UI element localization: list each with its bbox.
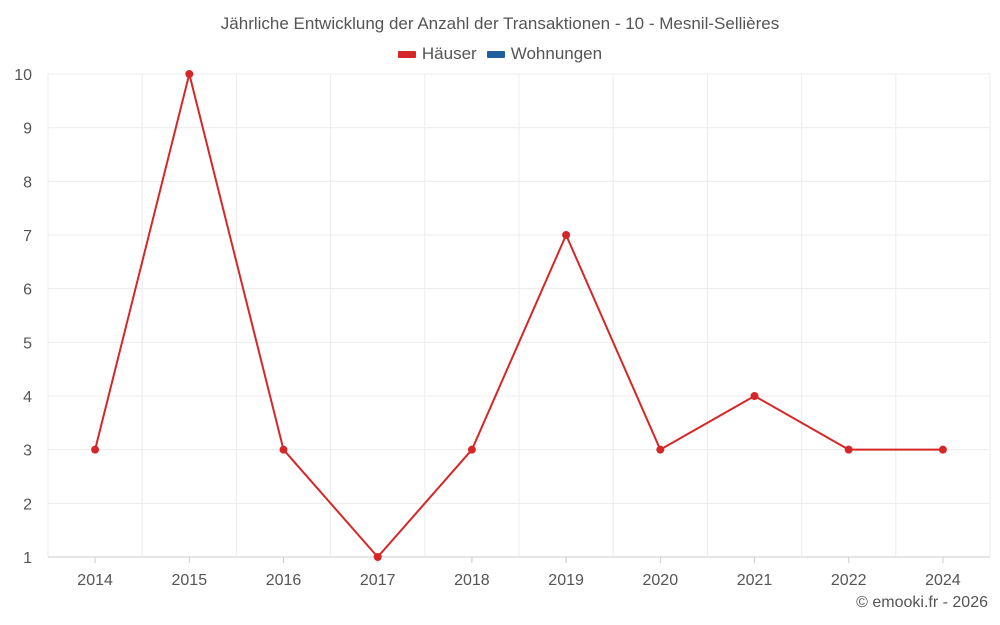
x-tick-label-2014: 2014	[77, 572, 113, 589]
x-tick-label-2021: 2021	[737, 572, 773, 589]
x-tick-label-2015: 2015	[172, 572, 208, 589]
data-point-haeuser-2015	[185, 70, 194, 78]
legend-swatch-haeuser	[397, 50, 416, 58]
data-point-haeuser-2020	[656, 445, 665, 454]
series-line-haeuser	[94, 73, 943, 558]
data-point-haeuser-2017	[373, 553, 382, 561]
legend-swatch-wohnungen	[486, 50, 505, 58]
legend-label-haeuser: Häuser	[421, 44, 477, 63]
x-tick-label-2018: 2018	[454, 572, 490, 589]
y-tick-label-10: 10	[14, 67, 32, 84]
y-tick-label-3: 3	[23, 443, 32, 460]
y-tick-label-9: 9	[23, 121, 32, 138]
copyright-text: © emooki.fr - 2026	[856, 594, 988, 611]
legend-item-haeuser[interactable]: Häuser	[397, 44, 477, 64]
legend: Häuser Wohnungen	[0, 44, 1000, 64]
chart-title: Jährliche Entwicklung der Anzahl der Tra…	[220, 14, 780, 33]
x-tick-label-2016: 2016	[266, 572, 302, 589]
y-tick-label-8: 8	[23, 174, 32, 191]
data-point-haeuser-2016	[279, 445, 288, 454]
y-tick-label-6: 6	[23, 282, 32, 299]
legend-label-wohnungen: Wohnungen	[510, 44, 603, 63]
y-tick-label-7: 7	[23, 228, 32, 245]
y-tick-label-1: 1	[23, 550, 32, 567]
data-point-haeuser-2024	[938, 445, 947, 454]
data-point-haeuser-2018	[467, 445, 476, 454]
y-tick-label-2: 2	[23, 496, 32, 513]
x-tick-label-2024: 2024	[925, 572, 961, 589]
x-tick-label-2020: 2020	[643, 572, 679, 589]
x-tick-label-2022: 2022	[831, 572, 867, 589]
data-point-haeuser-2019	[562, 231, 571, 239]
data-point-haeuser-2022	[844, 445, 853, 454]
legend-item-wohnungen[interactable]: Wohnungen	[486, 44, 603, 64]
x-tick-label-2017: 2017	[360, 572, 396, 589]
data-point-haeuser-2014	[91, 445, 100, 454]
x-tick-label-2019: 2019	[548, 572, 584, 589]
y-tick-label-4: 4	[23, 389, 32, 406]
y-tick-label-5: 5	[23, 335, 32, 352]
data-point-haeuser-2021	[750, 392, 759, 400]
